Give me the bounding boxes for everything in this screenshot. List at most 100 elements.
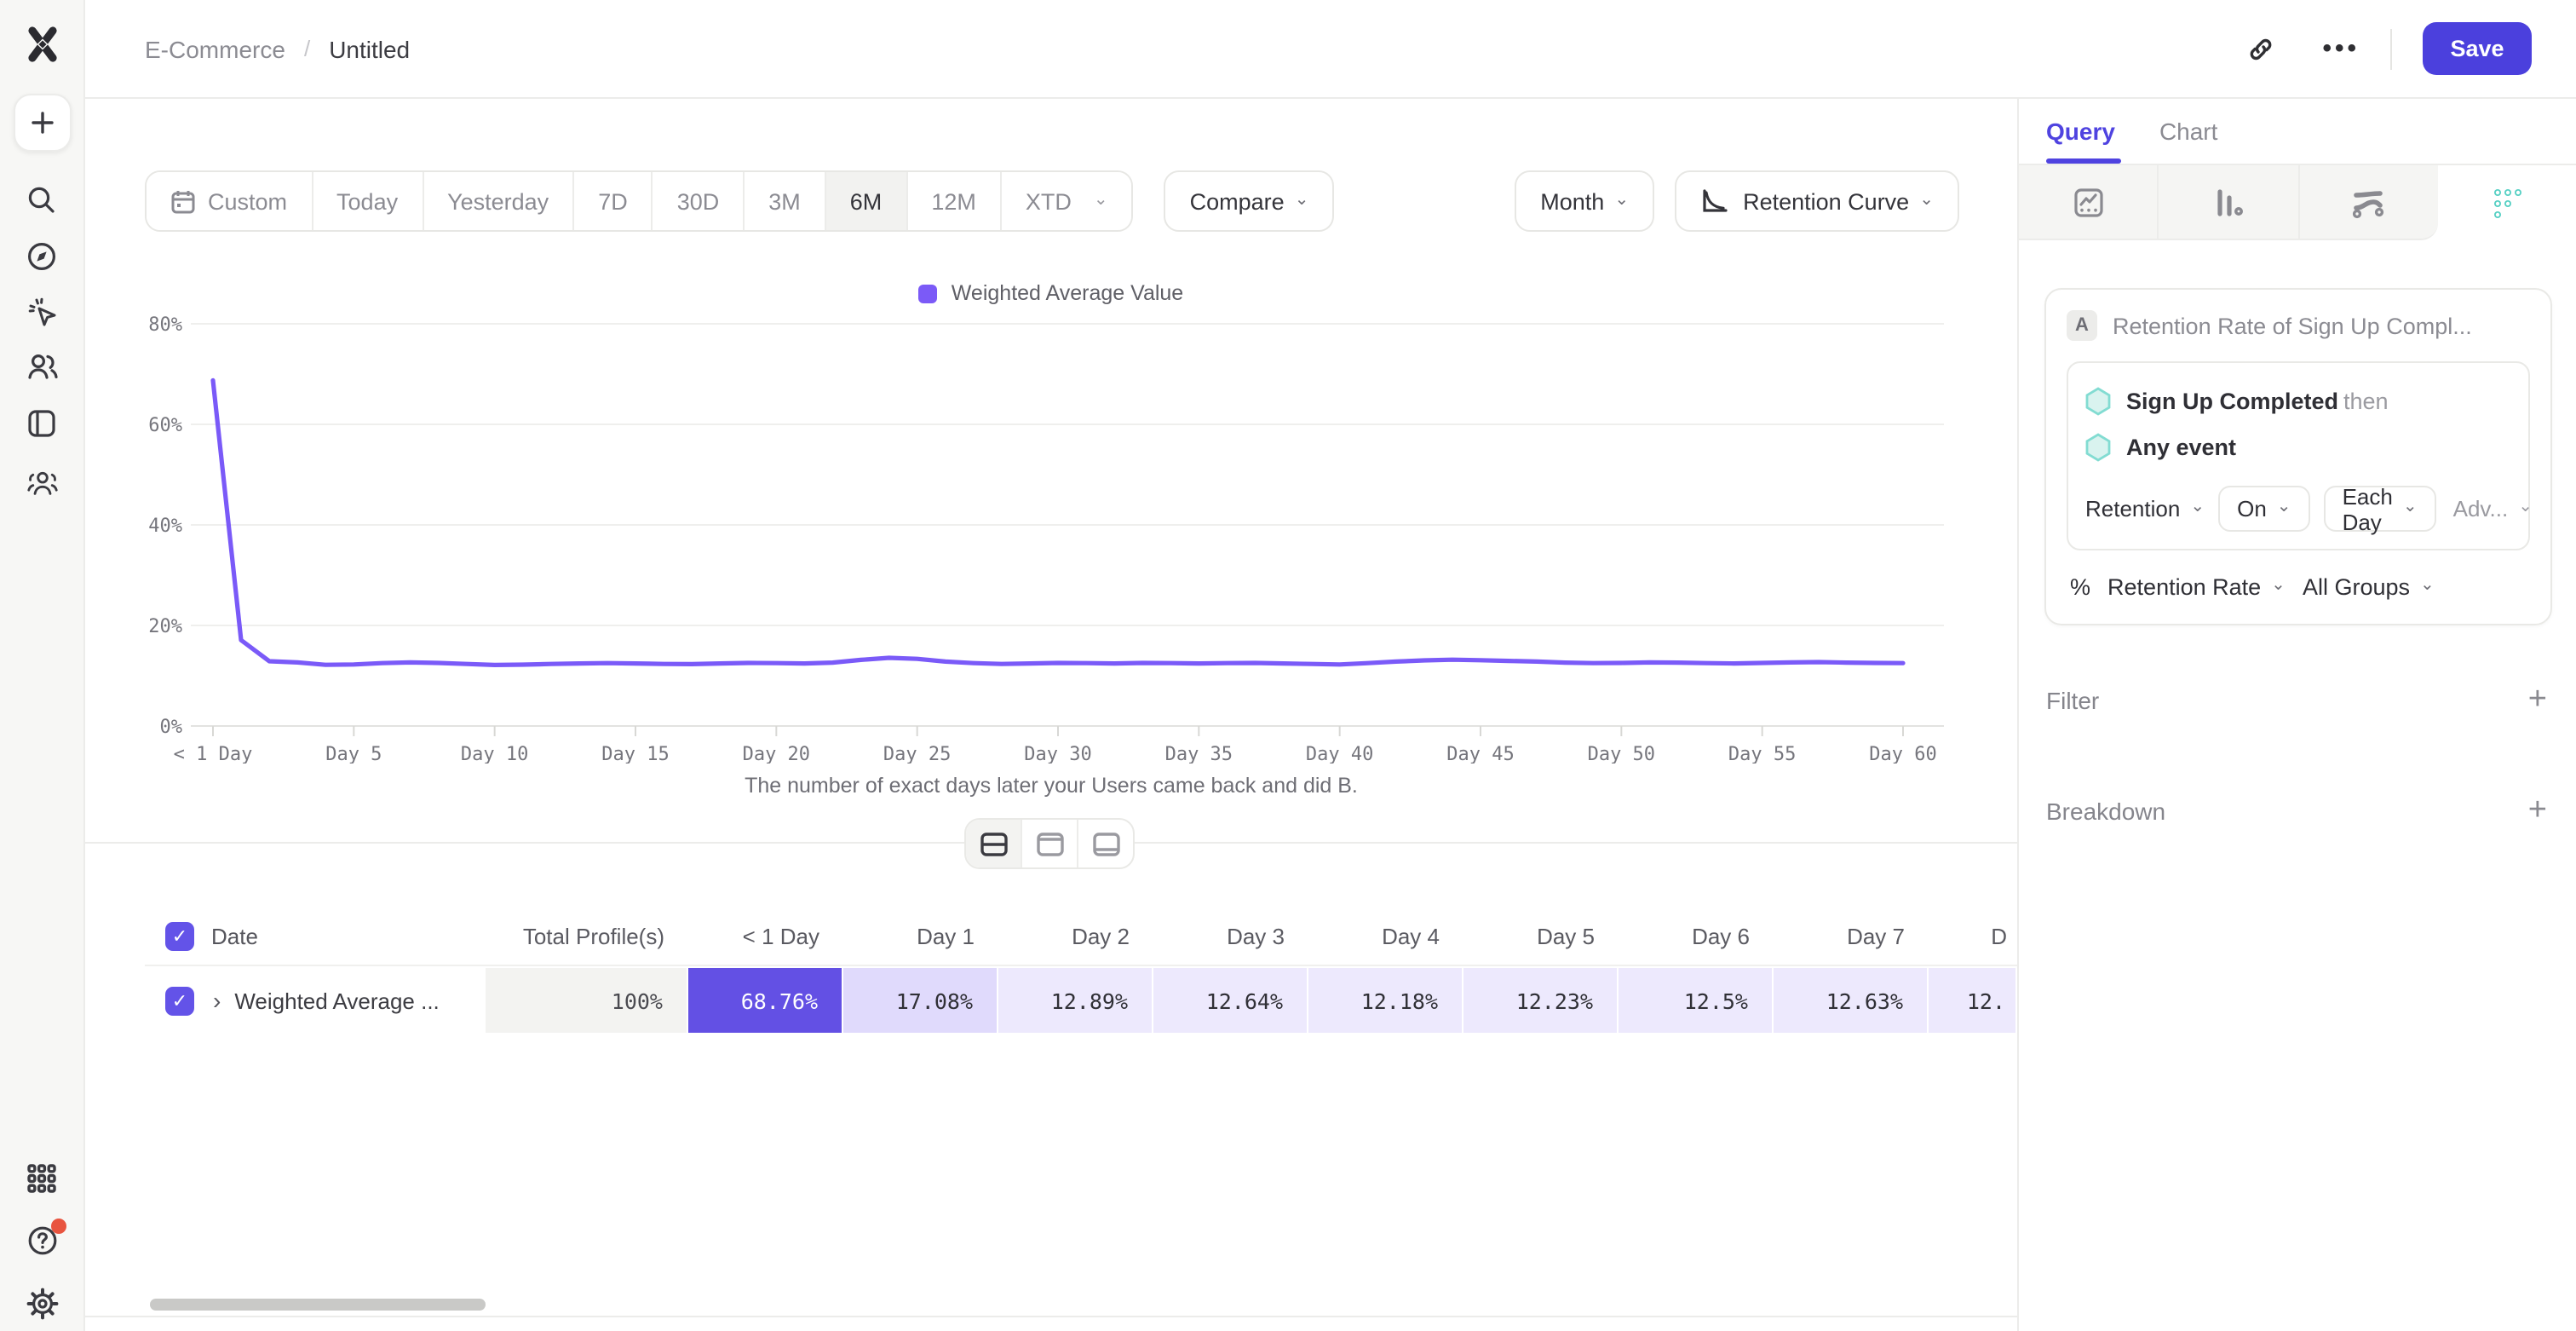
mixpanel-logo-icon[interactable]: [21, 24, 62, 65]
svg-text:Day 40: Day 40: [1306, 744, 1373, 763]
retention-cell: 17.08%: [843, 968, 998, 1033]
tab-query[interactable]: Query: [2046, 118, 2115, 145]
column-header: Day 3: [1227, 924, 1285, 949]
row-expander-icon[interactable]: ›: [213, 987, 221, 1014]
header-divider: [2390, 28, 2392, 69]
bottom-border: [85, 1316, 2017, 1317]
date-range-yesterday[interactable]: Yesterday: [423, 172, 575, 230]
step-badge: A: [2067, 310, 2097, 341]
users-icon[interactable]: [25, 349, 59, 383]
retention-table: ✓ Date Total Profile(s) < 1 Day Day 1 Day 2 Da…: [145, 908, 2017, 1033]
retention-cell: 12.18%: [1308, 968, 1463, 1033]
percent-symbol: %: [2070, 574, 2091, 600]
bucket-dropdown[interactable]: Each Day ⌄: [2323, 483, 2436, 534]
date-range-12m[interactable]: 12M: [907, 172, 1002, 230]
svg-text:Day 60: Day 60: [1869, 744, 1936, 763]
layout-split-view-button[interactable]: [966, 820, 1022, 867]
retention-report-icon[interactable]: [2437, 165, 2576, 240]
add-breakdown-button[interactable]: +: [2527, 792, 2547, 828]
filter-section: Filter +: [2046, 683, 2547, 716]
column-header: Total Profile(s): [522, 924, 664, 949]
svg-text:Day 35: Day 35: [1165, 744, 1233, 763]
panel-tabs: Query Chart: [2019, 99, 2576, 165]
save-button[interactable]: Save: [2423, 22, 2532, 75]
compare-button[interactable]: Compare ⌄: [1164, 170, 1335, 232]
flows-report-icon[interactable]: [2299, 165, 2438, 240]
chart-type-button[interactable]: Retention Curve ⌄: [1675, 170, 1959, 232]
retention-cell: 68.76%: [688, 968, 843, 1033]
date-range-today[interactable]: Today: [313, 172, 424, 230]
advanced-dropdown[interactable]: Adv... ⌄: [2452, 496, 2533, 521]
date-range-3m[interactable]: 3M: [745, 172, 826, 230]
filter-label: Filter: [2046, 686, 2100, 713]
date-range-6m[interactable]: 6M: [825, 172, 908, 230]
column-header: Day 6: [1692, 924, 1750, 949]
report-canvas: Custom Today Yesterday 7D 30D 3M 6M 12M XTD ⌄ Com…: [85, 99, 2017, 1331]
boards-icon[interactable]: [25, 406, 59, 440]
svg-text:Day 45: Day 45: [1446, 744, 1514, 763]
return-event-row[interactable]: Any event: [2085, 424, 2511, 470]
column-header: Day 2: [1072, 924, 1130, 949]
svg-text:Day 55: Day 55: [1728, 744, 1796, 763]
row-checkbox[interactable]: ✓: [165, 922, 194, 951]
event-hexagon-icon: [2085, 433, 2111, 462]
retention-series-line[interactable]: [210, 377, 1906, 667]
column-header: Day 7: [1847, 924, 1905, 949]
date-range-custom[interactable]: Custom: [147, 172, 313, 230]
date-range-30d[interactable]: 30D: [653, 172, 745, 230]
metric-dropdown[interactable]: Retention Rate ⌄: [2107, 574, 2286, 600]
apps-grid-icon[interactable]: [25, 1161, 59, 1195]
settings-gear-icon[interactable]: [25, 1287, 59, 1321]
layout-table-view-button[interactable]: [1078, 820, 1133, 867]
legend-label: Weighted Average Value: [951, 281, 1184, 305]
retention-line-chart[interactable]: 0% 20% 40% 60% 80% < 1 Day Day 5 Day 10 Day 15 Da…: [145, 310, 1959, 772]
table-row: ✓ › Weighted Average ... 100% 68.76% 17.08% 12…: [145, 968, 2017, 1033]
groups-dropdown[interactable]: All Groups ⌄: [2302, 574, 2435, 600]
funnels-report-icon[interactable]: [2159, 165, 2299, 240]
query-name[interactable]: Retention Rate of Sign Up Compl...: [2113, 313, 2472, 338]
chart-legend[interactable]: Weighted Average Value: [85, 279, 2017, 307]
svg-text:80%: 80%: [148, 314, 182, 336]
breadcrumb-report-title[interactable]: Untitled: [329, 35, 411, 62]
active-tab-underline: [2046, 158, 2121, 164]
discover-compass-icon[interactable]: [25, 239, 59, 273]
column-header: Day 1: [917, 924, 975, 949]
svg-text:0%: 0%: [160, 717, 183, 738]
add-filter-button[interactable]: +: [2527, 682, 2547, 717]
date-range-7d[interactable]: 7D: [574, 172, 653, 230]
granularity-button[interactable]: Month ⌄: [1515, 170, 1655, 232]
column-header: Day 4: [1382, 924, 1440, 949]
first-event-row[interactable]: Sign Up Completed then: [2085, 378, 2511, 424]
activity-cursor-icon[interactable]: [25, 295, 59, 329]
svg-text:< 1 Day: < 1 Day: [174, 744, 253, 763]
svg-text:Day 20: Day 20: [743, 744, 810, 763]
svg-text:Day 5: Day 5: [325, 744, 382, 763]
help-icon[interactable]: [25, 1219, 66, 1258]
retention-cell: 12.63%: [1774, 968, 1929, 1033]
breadcrumb-project[interactable]: E-Commerce: [145, 35, 285, 62]
svg-text:Day 25: Day 25: [883, 744, 951, 763]
copy-link-icon[interactable]: [2237, 25, 2285, 72]
row-label: Weighted Average ...: [234, 988, 440, 1013]
left-sidebar: [0, 0, 85, 1331]
cohorts-icon[interactable]: [25, 465, 59, 499]
retention-mode-dropdown[interactable]: Retention ⌄: [2085, 496, 2205, 521]
create-button[interactable]: [13, 94, 71, 152]
column-header: Day 5: [1537, 924, 1595, 949]
search-icon[interactable]: [25, 182, 59, 216]
layout-chart-view-button[interactable]: [1022, 820, 1078, 867]
legend-swatch: [918, 284, 938, 302]
insights-report-icon[interactable]: [2019, 165, 2159, 240]
query-step-card: A Retention Rate of Sign Up Compl... Sig…: [2044, 288, 2552, 625]
on-dropdown[interactable]: On ⌄: [2218, 486, 2310, 532]
svg-text:20%: 20%: [148, 616, 182, 637]
horizontal-scrollbar[interactable]: [150, 1299, 486, 1311]
tab-chart[interactable]: Chart: [2159, 118, 2218, 145]
column-header-date: Date: [211, 924, 258, 949]
layout-toggle-group: [964, 818, 1135, 869]
date-range-xtd[interactable]: XTD ⌄: [1001, 172, 1132, 230]
more-options-icon[interactable]: •••: [2322, 34, 2360, 63]
row-checkbox[interactable]: ✓: [165, 986, 194, 1015]
breadcrumb-separator: /: [303, 36, 311, 61]
